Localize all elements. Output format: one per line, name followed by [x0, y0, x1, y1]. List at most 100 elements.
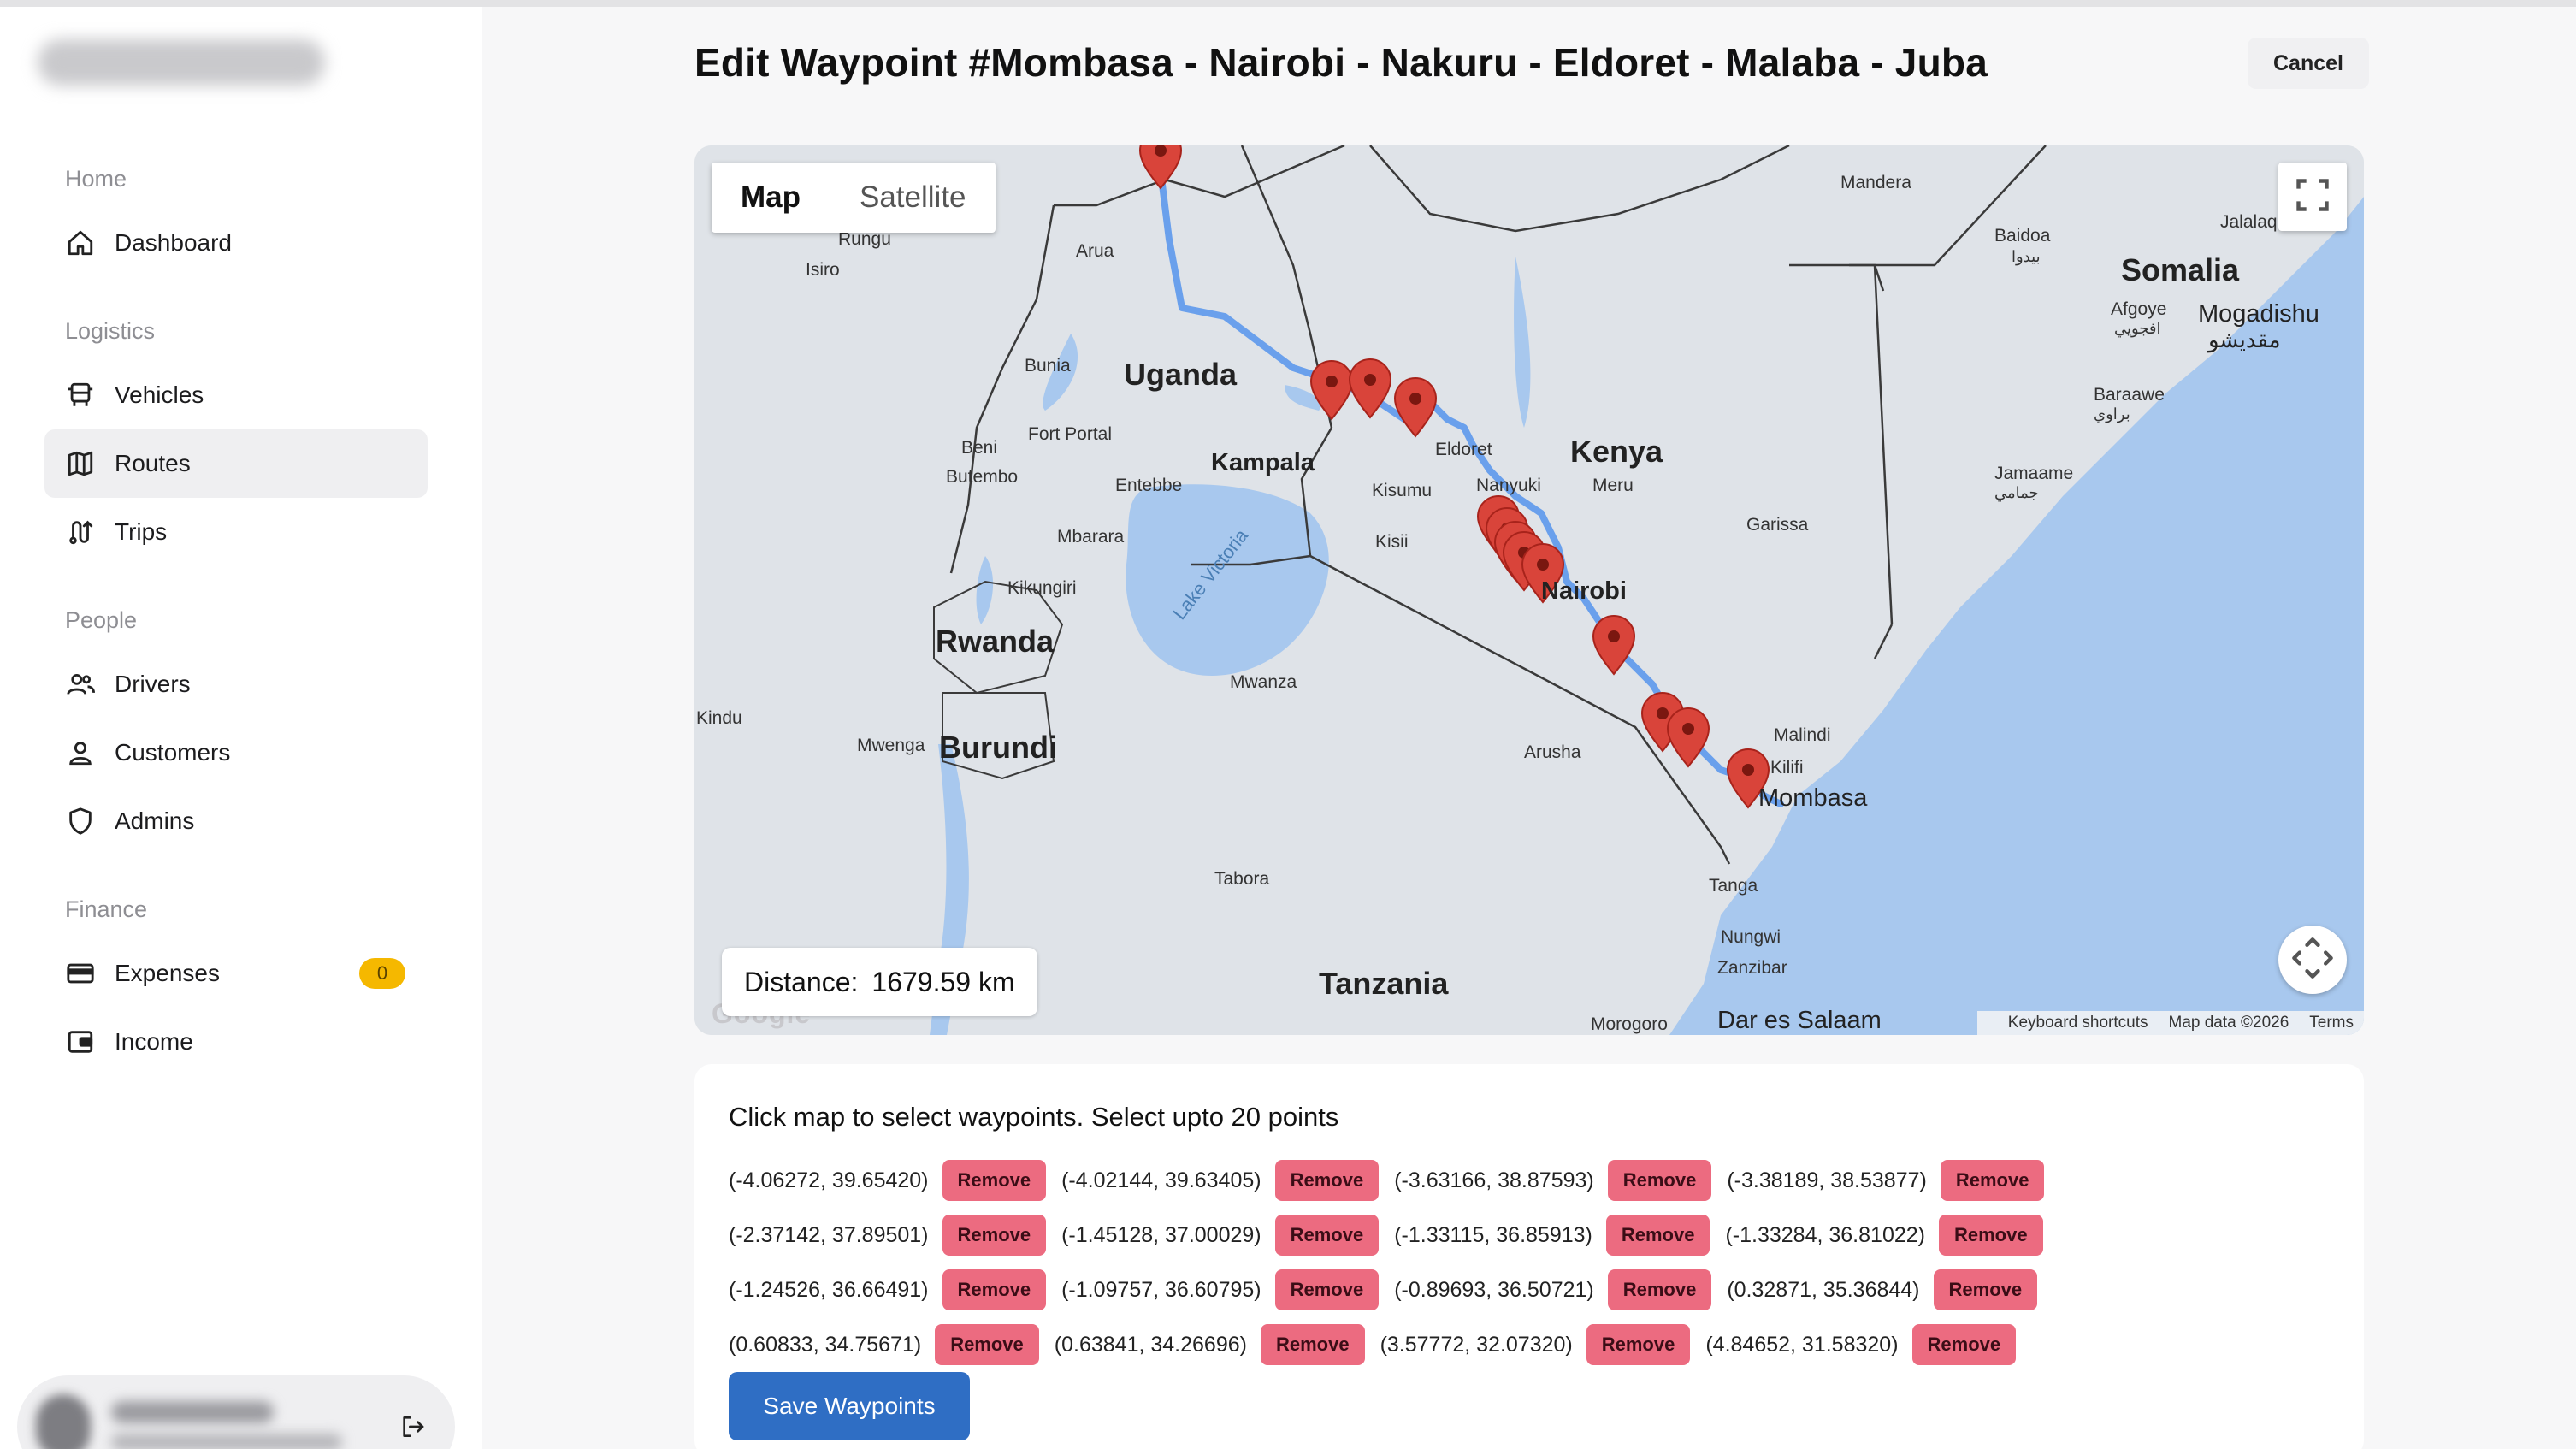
- remove-waypoint-button[interactable]: Remove: [942, 1160, 1047, 1201]
- section-people: People: [65, 607, 138, 633]
- map-label-city: Kisii: [1375, 532, 1409, 552]
- terms-link[interactable]: Terms: [2309, 1014, 2354, 1032]
- waypoint-coordinate: (-1.24526, 36.66491): [729, 1277, 929, 1302]
- remove-waypoint-button[interactable]: Remove: [1938, 1215, 2043, 1256]
- waypoint-marker: [1726, 748, 1770, 809]
- camera-control-button[interactable]: [2278, 926, 2347, 994]
- remove-waypoint-button[interactable]: Remove: [1586, 1324, 1691, 1365]
- map-label-city: Mbarara: [1057, 527, 1125, 547]
- remove-waypoint-button[interactable]: Remove: [1933, 1269, 2038, 1310]
- map-label-city: Rungu: [838, 229, 891, 249]
- sidebar-item-customers[interactable]: Customers: [44, 719, 428, 787]
- keyboard-shortcuts-link[interactable]: Keyboard shortcuts: [2007, 1014, 2148, 1032]
- sidebar-item-label: Trips: [115, 518, 168, 545]
- map-label-city: Afgoye: [2111, 299, 2166, 319]
- country-borders: [949, 145, 2047, 865]
- map-label-city: Isiro: [806, 260, 840, 280]
- remove-waypoint-button[interactable]: Remove: [942, 1269, 1047, 1310]
- remove-waypoint-button[interactable]: Remove: [1911, 1324, 2017, 1365]
- waypoint-row: (-4.06272, 39.65420) Remove (-4.02144, 39…: [729, 1153, 2059, 1208]
- sidebar: Home Dashboard Logistics Vehicles Routes…: [0, 7, 482, 1449]
- sidebar-item-label: Customers: [115, 739, 231, 766]
- section-logistics: Logistics: [65, 318, 156, 344]
- waypoint-list: (-4.06272, 39.65420) Remove (-4.02144, 39…: [729, 1153, 2059, 1372]
- waypoint-coordinate: (-0.89693, 36.50721): [1394, 1277, 1594, 1302]
- map-label-city: Bunia: [1025, 356, 1071, 376]
- waypoint-coordinate: (3.57772, 32.07320): [1380, 1332, 1573, 1357]
- lake-albert: [1043, 334, 1078, 411]
- sidebar-item-routes[interactable]: Routes: [44, 429, 428, 498]
- user-profile-card[interactable]: [17, 1375, 455, 1449]
- map-type-satellite-button[interactable]: Satellite: [860, 180, 966, 214]
- user-icon: [65, 737, 96, 768]
- bus-icon: [65, 380, 96, 411]
- sidebar-item-drivers[interactable]: Drivers: [44, 650, 428, 719]
- remove-waypoint-button[interactable]: Remove: [1260, 1324, 1365, 1365]
- map-label-city: Nungwi: [1721, 927, 1781, 947]
- pan-arrows-icon: [2290, 936, 2335, 985]
- page-title: Edit Waypoint #Mombasa - Nairobi - Nakur…: [694, 40, 1988, 85]
- remove-waypoint-button[interactable]: Remove: [1940, 1160, 2045, 1201]
- waypoints-panel: Click map to select waypoints. Select up…: [694, 1064, 2364, 1449]
- map-label-city: Butembo: [946, 467, 1018, 487]
- map-label-city: Garissa: [1746, 515, 1809, 535]
- remove-waypoint-button[interactable]: Remove: [1274, 1160, 1380, 1201]
- home-icon: [65, 228, 96, 258]
- waypoint-coordinate: (0.32871, 35.36844): [1727, 1277, 1920, 1302]
- remove-waypoint-button[interactable]: Remove: [1274, 1215, 1380, 1256]
- map-label-city: Tabora: [1214, 869, 1270, 889]
- map-canvas[interactable]: Uganda Kenya Somalia Rwanda Burundi Tanz…: [694, 145, 2364, 1035]
- remove-waypoint-button[interactable]: Remove: [935, 1324, 1039, 1365]
- waypoint-row: (-2.37142, 37.89501) Remove (-1.45128, 37…: [729, 1208, 2059, 1263]
- waypoint-coordinate: (-3.38189, 38.53877): [1727, 1168, 1927, 1192]
- map-label-city: Dar es Salaam: [1717, 1007, 1882, 1034]
- map-label-city: Mwanza: [1230, 672, 1297, 692]
- map-label-city: Jamaame: [1994, 464, 2073, 483]
- remove-waypoint-button[interactable]: Remove: [1274, 1269, 1380, 1310]
- user-email-blurred: [111, 1434, 342, 1449]
- route-icon: [65, 517, 96, 547]
- ocean: [1669, 197, 2364, 1035]
- map-label-city: Eldoret: [1435, 440, 1492, 459]
- map-label-city: Kisumu: [1372, 481, 1432, 500]
- sidebar-item-vehicles[interactable]: Vehicles: [44, 361, 428, 429]
- sidebar-item-label: Admins: [115, 807, 195, 834]
- map-label-city: جمامي: [1994, 484, 2039, 501]
- cancel-button[interactable]: Cancel: [2248, 38, 2369, 89]
- section-home: Home: [65, 166, 127, 192]
- remove-waypoint-button[interactable]: Remove: [942, 1215, 1047, 1256]
- waypoint-coordinate: (-1.45128, 37.00029): [1061, 1222, 1261, 1247]
- sidebar-item-expenses[interactable]: Expenses 0: [44, 939, 428, 1008]
- map-base[interactable]: Uganda Kenya Somalia Rwanda Burundi Tanz…: [694, 145, 2364, 1035]
- waypoint-coordinate: (-4.02144, 39.63405): [1061, 1168, 1261, 1192]
- remove-waypoint-button[interactable]: Remove: [1605, 1215, 1710, 1256]
- sidebar-item-admins[interactable]: Admins: [44, 787, 428, 855]
- sidebar-item-income[interactable]: Income: [44, 1008, 428, 1076]
- map-label-city: Mandera: [1840, 173, 1911, 192]
- map-label-city: Baraawe: [2094, 385, 2165, 405]
- expenses-count-badge: 0: [359, 958, 405, 989]
- map-type-map-button[interactable]: Map: [741, 180, 801, 214]
- sidebar-item-label: Expenses: [115, 960, 220, 986]
- map-icon: [65, 448, 96, 479]
- map-type-control: Map Satellite: [712, 163, 996, 233]
- lake-kyoga: [1285, 385, 1321, 411]
- sidebar-item-label: Vehicles: [115, 381, 204, 408]
- remove-waypoint-button[interactable]: Remove: [1607, 1160, 1712, 1201]
- sidebar-item-trips[interactable]: Trips: [44, 498, 428, 566]
- waypoint-marker: [1521, 543, 1565, 604]
- sidebar-item-dashboard[interactable]: Dashboard: [44, 209, 428, 277]
- map-label-city: Beni: [961, 438, 997, 458]
- distance-label: Distance:: [744, 966, 859, 997]
- map-label-city: Mombasa: [1758, 784, 1868, 812]
- brand-logo[interactable]: [38, 39, 325, 86]
- map-label-city: Kilifi: [1770, 758, 1804, 778]
- waypoints-instruction: Click map to select waypoints. Select up…: [729, 1102, 1339, 1132]
- save-waypoints-button[interactable]: Save Waypoints: [729, 1372, 970, 1440]
- logout-icon[interactable]: [390, 1405, 434, 1449]
- sidebar-item-label: Income: [115, 1028, 193, 1055]
- fullscreen-button[interactable]: [2278, 163, 2347, 231]
- sidebar-item-label: Routes: [115, 450, 191, 476]
- waypoint-coordinate: (-1.33115, 36.85913): [1394, 1222, 1592, 1247]
- remove-waypoint-button[interactable]: Remove: [1607, 1269, 1712, 1310]
